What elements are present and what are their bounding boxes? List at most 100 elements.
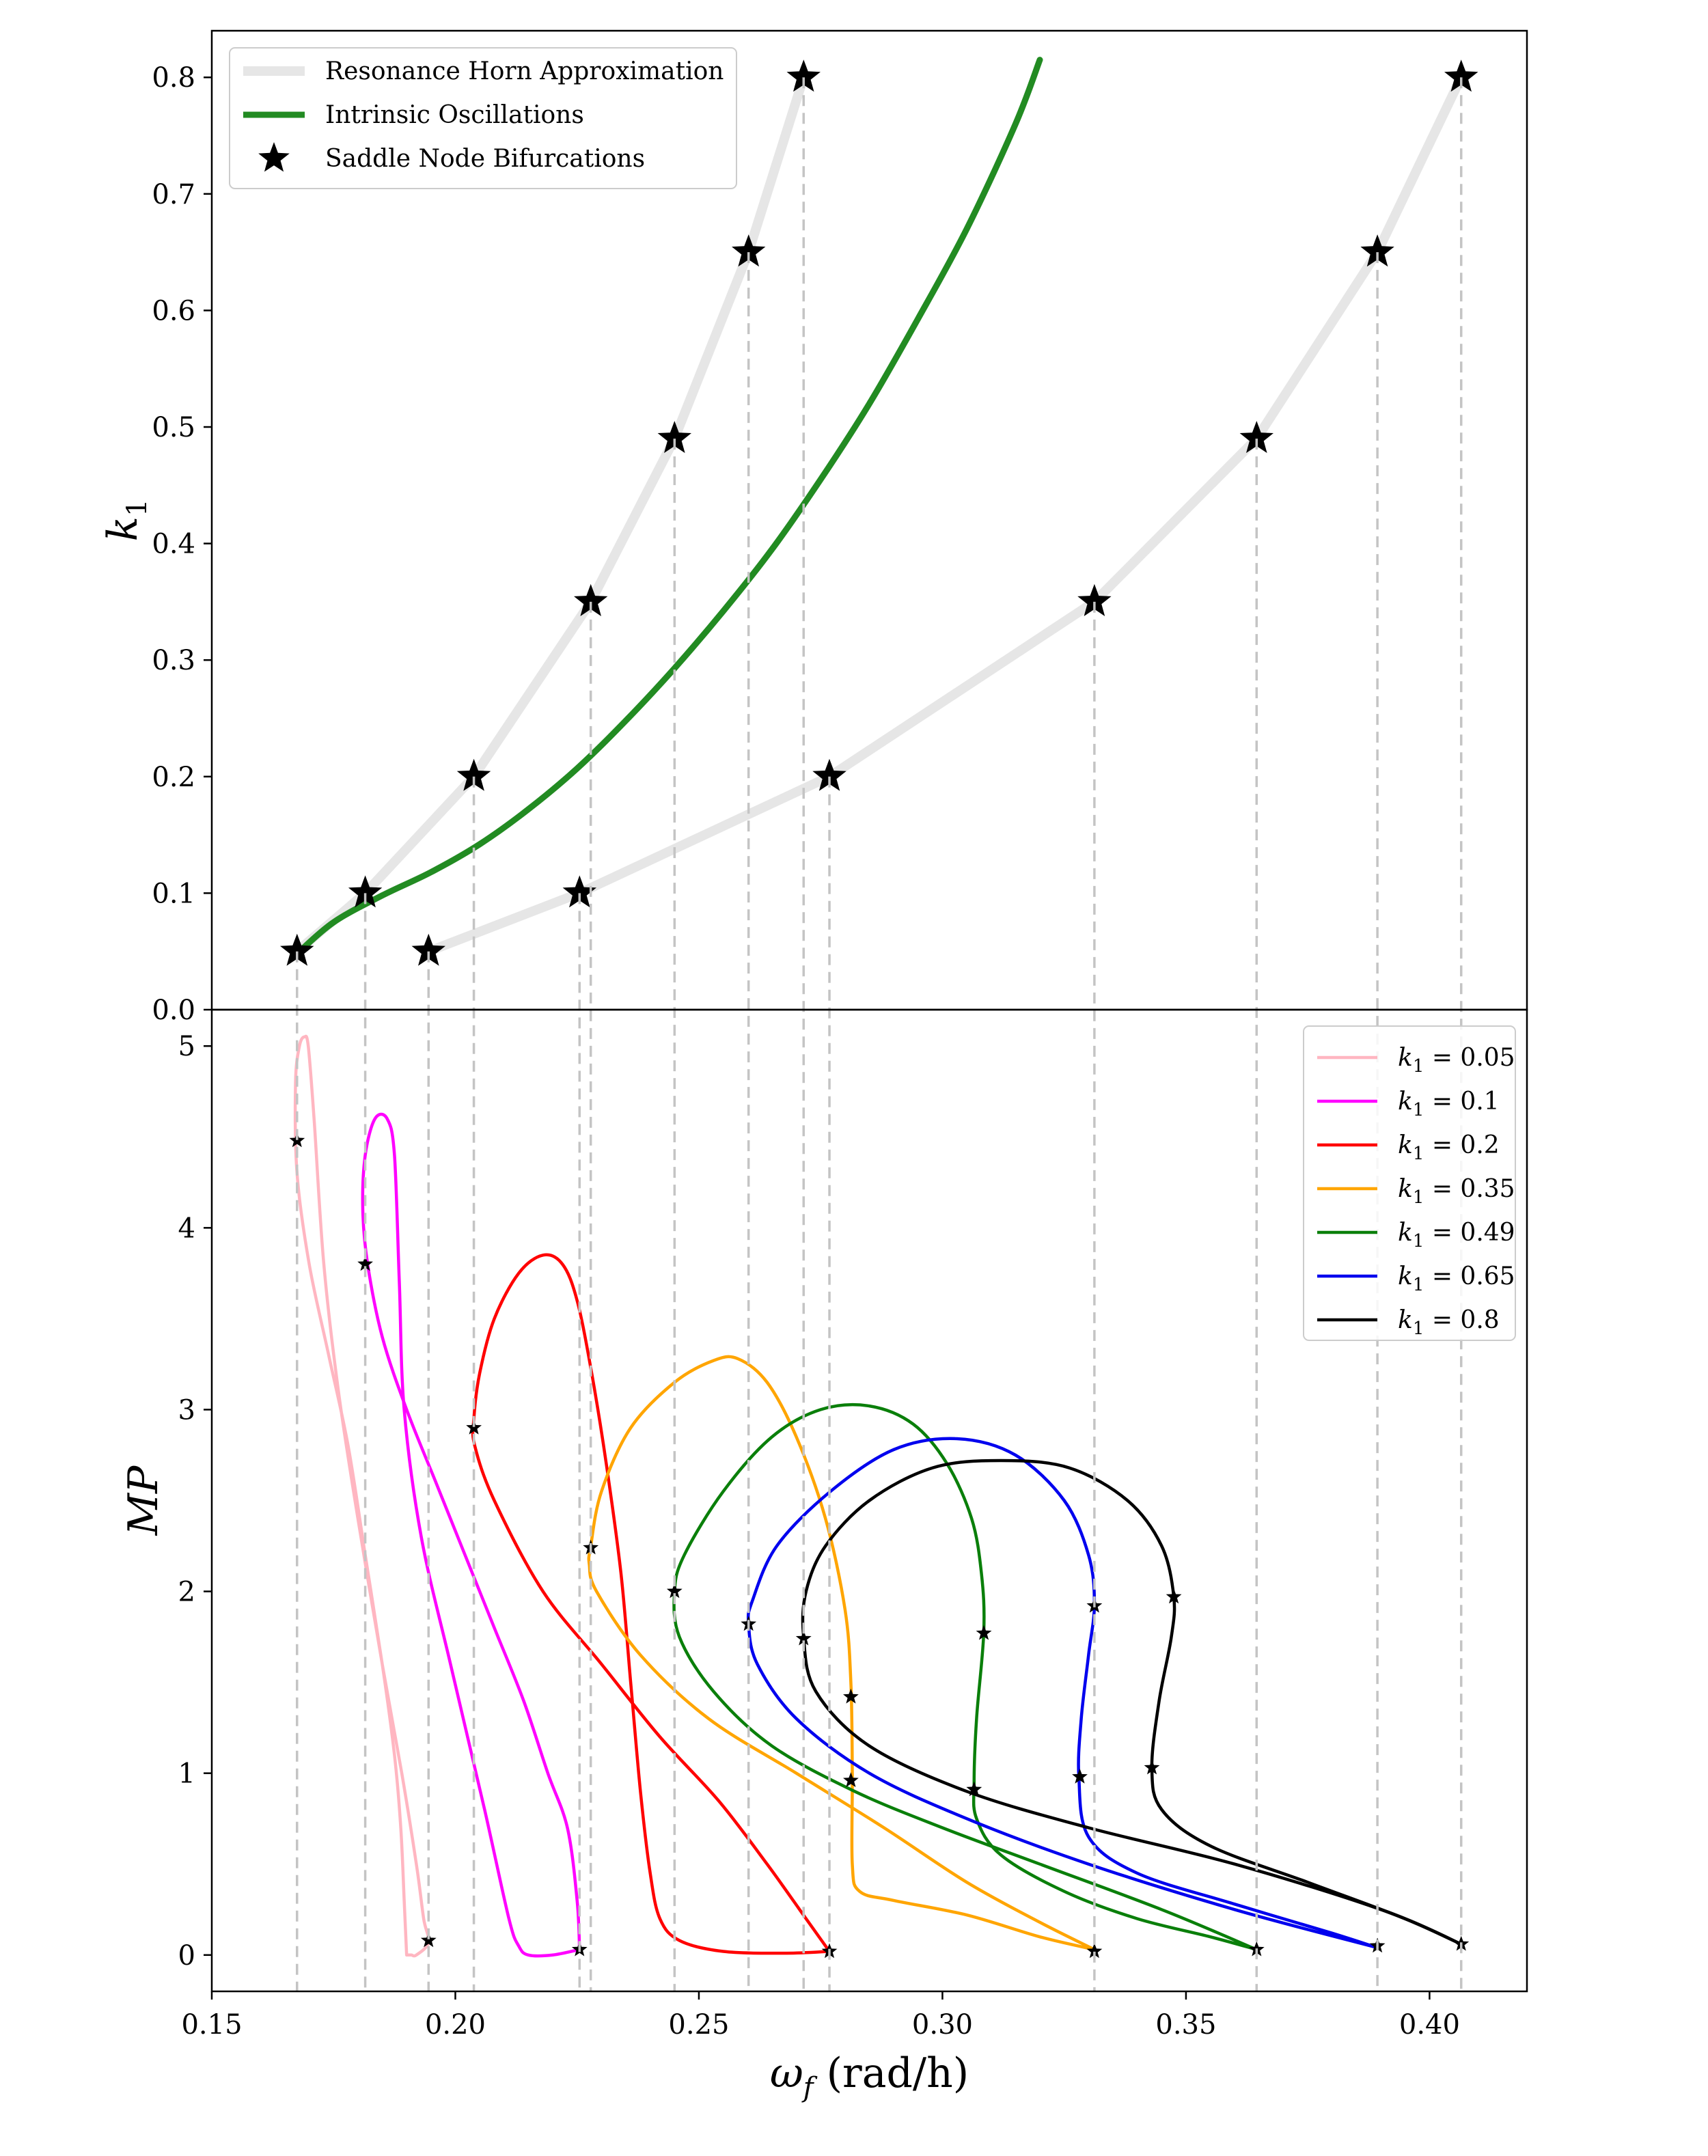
top-legend: Resonance Horn Approximation Intrinsic Os… (229, 47, 737, 189)
mp-saddle-node-star (795, 1630, 812, 1646)
legend-k1-0-2-label: k1 = 0.2 (1398, 1131, 1500, 1164)
top-y-tick-label: 0.3 (152, 645, 195, 676)
intrinsic-oscillations-line (294, 57, 1043, 957)
legend-resonance-horn-label: Resonance Horn Approximation (325, 57, 724, 85)
top-legend-box (229, 47, 737, 189)
legend-k-symbol: k (1398, 1044, 1413, 1072)
saddle-node-star (1239, 421, 1273, 454)
x-tick-label: 0.30 (912, 2009, 973, 2041)
legend-k-subscript: 1 (1413, 1318, 1424, 1339)
saddle-node-star (1077, 583, 1112, 616)
mp-curve-k1-0-8 (801, 1459, 1463, 1946)
x-tick-label: 0.20 (425, 2009, 486, 2041)
legend-k-subscript: 1 (1413, 1187, 1424, 1208)
x-axis-symbol: ω (770, 2049, 803, 2097)
mp-saddle-node-star (420, 1932, 437, 1948)
legend-k-symbol: k (1398, 1088, 1413, 1116)
legend-k1-0-8-label: k1 = 0.8 (1398, 1306, 1500, 1339)
mp-curve-k1-0-35 (587, 1355, 1097, 1952)
top-y-tick-label: 0.1 (152, 878, 195, 909)
x-tick-label: 0.25 (668, 2009, 729, 2041)
mp-saddle-node-star (1144, 1759, 1160, 1775)
legend-intrinsic-oscillations-label: Intrinsic Oscillations (325, 101, 584, 129)
saddle-node-star (657, 421, 691, 454)
legend-k1-0-1-label: k1 = 0.1 (1398, 1088, 1500, 1120)
bottom-axes-frame (210, 1008, 1528, 1993)
legend-k-value: = 0.65 (1424, 1262, 1515, 1290)
bottom-y-axis-label: MP (120, 1465, 167, 1536)
x-tick-label: 0.15 (181, 2009, 242, 2041)
mp-saddle-node-star (1086, 1943, 1103, 1959)
legend-k-value: = 0.1 (1424, 1088, 1499, 1116)
legend-k-symbol: k (1398, 1219, 1413, 1247)
legend-k-value: = 0.05 (1424, 1044, 1515, 1072)
top-y-tick-label: 0.6 (152, 295, 195, 327)
legend-k-subscript: 1 (1413, 1231, 1424, 1252)
top-y-tick-label: 0.8 (152, 62, 195, 94)
saddle-node-star (1444, 59, 1478, 92)
top-y-tick-label: 0.0 (152, 995, 195, 1026)
legend-k1-0-49-label: k1 = 0.49 (1398, 1219, 1515, 1252)
saddle-node-star (786, 59, 821, 92)
mp-saddle-node-star (843, 1772, 859, 1787)
mp-saddle-node-star (966, 1781, 982, 1797)
mp-saddle-node-star (666, 1583, 683, 1599)
legend-k-value: = 0.49 (1424, 1219, 1515, 1247)
top-y-axis-symbol: k (99, 516, 147, 541)
saddle-node-star (574, 583, 608, 616)
legend-k-symbol: k (1398, 1175, 1413, 1203)
legend-k-subscript: 1 (1413, 1275, 1424, 1295)
top-y-tick-label: 0.4 (152, 529, 195, 560)
saddle-node-star (411, 933, 445, 966)
x-axis-unit: (rad/h) (814, 2049, 969, 2097)
legend-k1-0-65-label: k1 = 0.65 (1398, 1262, 1515, 1295)
legend-k-value: = 0.35 (1424, 1175, 1515, 1203)
legend-k-value: = 0.8 (1424, 1306, 1499, 1334)
bottom-y-tick-label: 4 (178, 1213, 195, 1244)
top-y-tick-label: 0.7 (152, 179, 195, 210)
saddle-node-star (1360, 234, 1394, 267)
mp-saddle-node-star (1166, 1588, 1182, 1604)
legend-k1-0-05-label: k1 = 0.05 (1398, 1044, 1515, 1077)
legend-saddle-node-bifurcations-label: Saddle Node Bifurcations (325, 145, 645, 173)
mp-curve-k1-0-05 (293, 1034, 430, 1958)
top-y-axis-label: k1 (99, 499, 153, 542)
legend-k-subscript: 1 (1413, 1100, 1424, 1120)
saddle-node-star (562, 875, 596, 908)
bottom-y-tick-label: 3 (178, 1394, 195, 1426)
saddle-node-star (280, 933, 314, 966)
x-tick-label: 0.35 (1155, 2009, 1216, 2041)
saddle-node-star (456, 758, 491, 791)
legend-k-symbol: k (1398, 1262, 1413, 1290)
legend-saddle-node-bifurcations-swatch (258, 142, 290, 172)
axes-frame: 0.0 0.1 0.2 0.3 0.4 0.5 0.6 0.7 0.8 0 1 2 3 4 5 0.15 0.2… (152, 29, 1528, 2041)
bottom-y-tick-label: 1 (178, 1758, 195, 1790)
bottom-y-tick-label: 2 (178, 1577, 195, 1608)
mp-curve-k1-0-49 (672, 1403, 1258, 1952)
x-tick-label: 0.40 (1399, 2009, 1460, 2041)
mp-saddle-node-star (466, 1420, 482, 1435)
saddle-node-star (732, 234, 766, 267)
legend-k-subscript: 1 (1413, 1056, 1424, 1077)
legend-k-value: = 0.2 (1424, 1131, 1499, 1159)
legend-k-subscript: 1 (1413, 1144, 1424, 1164)
legend-k-symbol: k (1398, 1131, 1413, 1159)
mp-saddle-node-star (976, 1625, 992, 1640)
saddle-node-guide-lines (296, 77, 1463, 1991)
bottom-y-tick-label: 5 (178, 1031, 195, 1062)
mp-saddle-node-star (1072, 1769, 1088, 1784)
mp-curve-k1-0-1 (361, 1112, 581, 1958)
legend-k-symbol: k (1398, 1306, 1413, 1334)
bottom-y-tick-label: 0 (178, 1940, 195, 1972)
mp-curve-k1-0-2 (471, 1253, 831, 1955)
top-y-tick-label: 0.5 (152, 412, 195, 443)
saddle-node-star (348, 875, 383, 908)
bottom-legend-box (1303, 1025, 1516, 1341)
top-y-axis-subscript: 1 (122, 499, 153, 516)
top-panel-plot (280, 57, 1478, 966)
mp-saddle-node-star (357, 1256, 373, 1271)
saddle-node-star (812, 758, 846, 791)
